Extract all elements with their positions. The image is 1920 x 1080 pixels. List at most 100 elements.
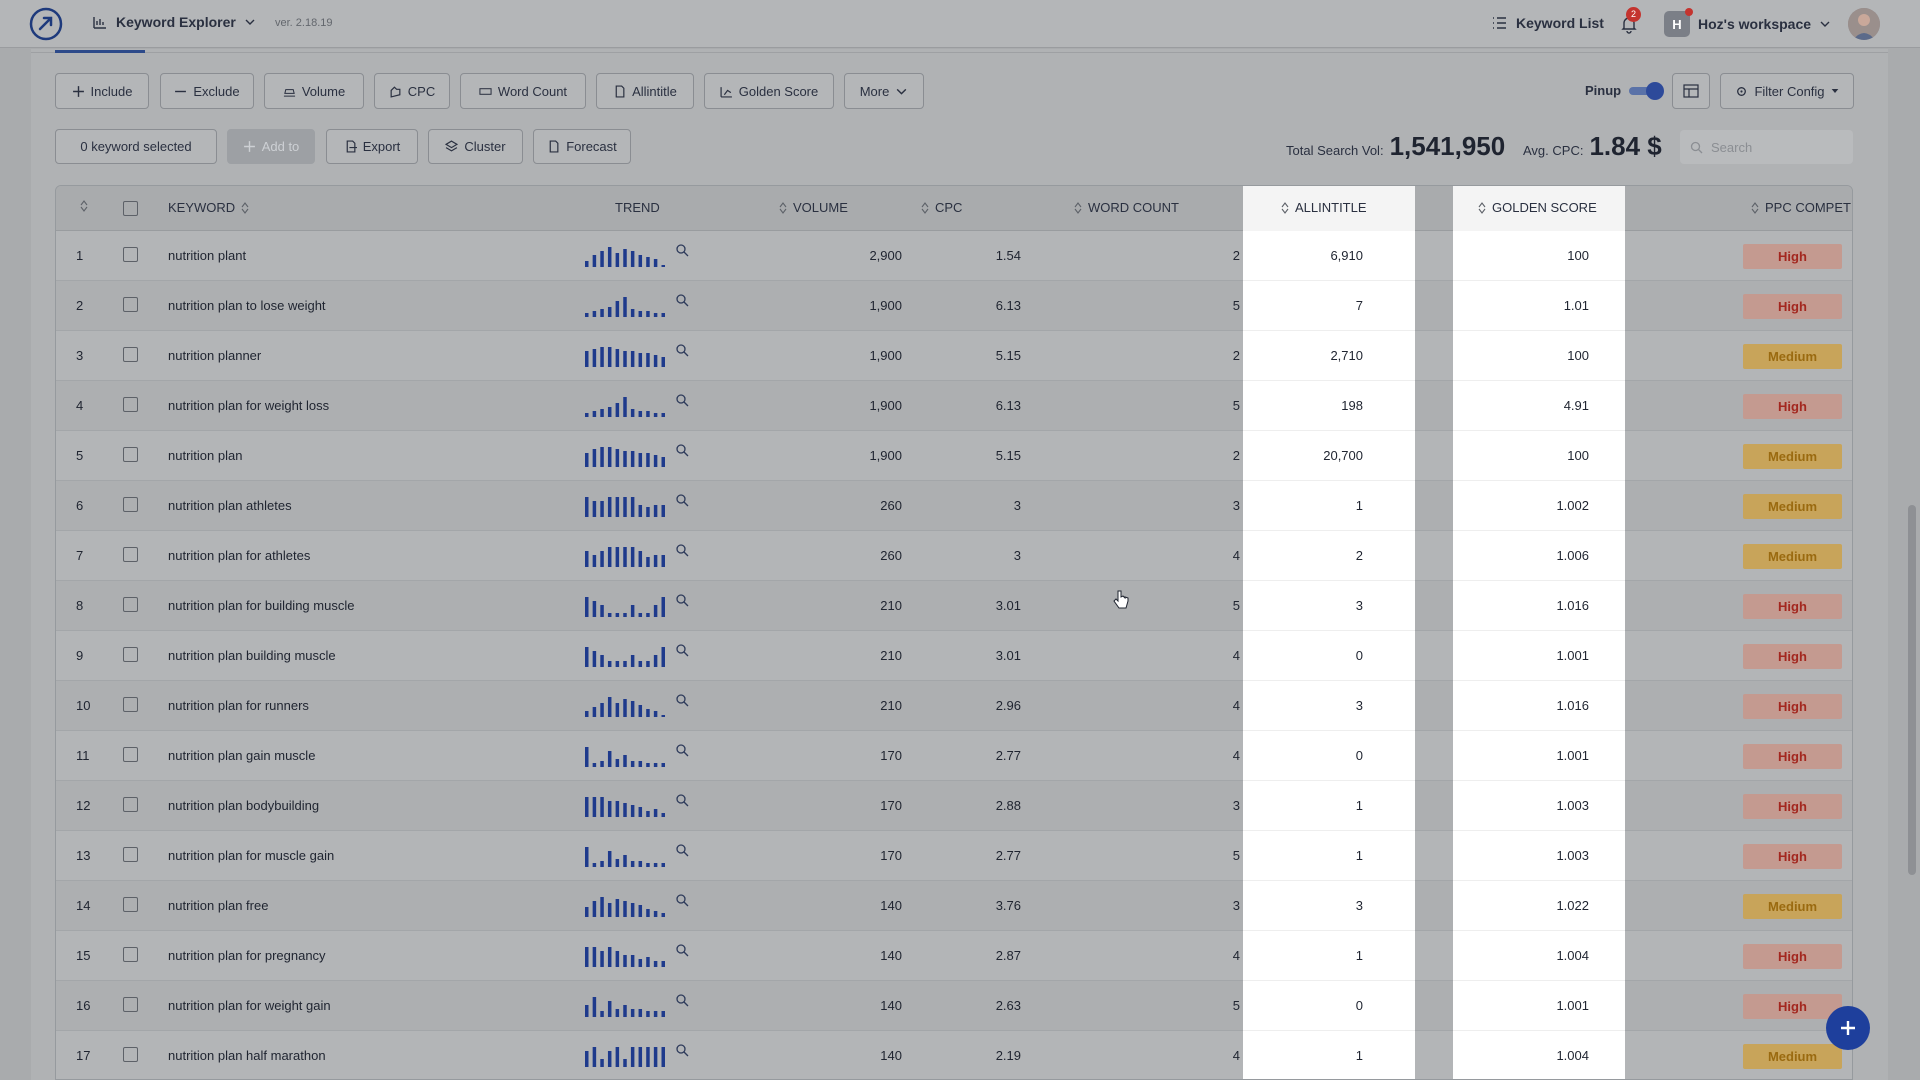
search-icon[interactable] — [675, 993, 689, 1007]
total-search-vol-label: Total Search Vol: — [1286, 143, 1384, 158]
search-icon[interactable] — [675, 643, 689, 657]
row-checkbox[interactable] — [123, 747, 138, 762]
keyword-list-link[interactable]: Keyword List — [1492, 15, 1604, 31]
column-header-golden-score[interactable]: GOLDEN SCORE — [1478, 200, 1597, 215]
row-checkbox[interactable] — [123, 697, 138, 712]
search-icon[interactable] — [675, 393, 689, 407]
keyword-cell[interactable]: nutrition plan gain muscle — [168, 748, 316, 763]
row-checkbox[interactable] — [123, 847, 138, 862]
forecast-button[interactable]: Forecast — [533, 129, 631, 164]
select-all-checkbox[interactable] — [123, 201, 138, 216]
cpc-filter-button[interactable]: CPC — [374, 73, 450, 109]
column-layout-button[interactable] — [1672, 73, 1710, 109]
keyword-cell[interactable]: nutrition plan for muscle gain — [168, 848, 335, 863]
row-checkbox[interactable] — [123, 547, 138, 562]
row-checkbox[interactable] — [123, 797, 138, 812]
column-header-word-count[interactable]: WORD COUNT — [1074, 200, 1179, 215]
row-divider — [1453, 580, 1625, 581]
export-button[interactable]: Export — [326, 129, 418, 164]
search-icon[interactable] — [675, 943, 689, 957]
row-number: 8 — [76, 598, 84, 613]
scrollbar-thumb[interactable] — [1908, 505, 1916, 875]
keyword-cell[interactable]: nutrition plan for weight loss — [168, 398, 330, 413]
search-icon[interactable] — [675, 793, 689, 807]
search-icon[interactable] — [675, 593, 689, 607]
volume-filter-button[interactable]: Volume — [264, 73, 364, 109]
sort-all-icon[interactable] — [80, 200, 88, 212]
column-header-ppc-competition[interactable]: PPC COMPETITION — [1751, 200, 1852, 215]
search-icon[interactable] — [675, 293, 689, 307]
search-icon[interactable] — [675, 843, 689, 857]
golden-score-filter-button[interactable]: Golden Score — [704, 73, 834, 109]
keyword-cell[interactable]: nutrition plan for pregnancy — [168, 948, 326, 963]
column-header-keyword[interactable]: KEYWORD — [168, 200, 249, 215]
row-checkbox[interactable] — [123, 347, 138, 362]
add-fab-button[interactable] — [1826, 1006, 1870, 1050]
trend-sparkline — [585, 697, 665, 717]
trend-bar — [661, 1047, 665, 1067]
add-to-button[interactable]: Add to — [227, 129, 315, 164]
workspace-switcher[interactable]: H Hoz's workspace — [1664, 8, 1831, 37]
keyword-cell[interactable]: nutrition plant — [168, 248, 247, 263]
keyword-cell[interactable]: nutrition plan athletes — [168, 498, 292, 513]
cluster-button[interactable]: Cluster — [428, 129, 523, 164]
logo-icon[interactable] — [29, 7, 63, 41]
row-checkbox[interactable] — [123, 1047, 138, 1062]
exclude-filter-button[interactable]: Exclude — [160, 73, 254, 109]
row-checkbox[interactable] — [123, 947, 138, 962]
trend-bar — [630, 605, 635, 617]
word-count-cell: 4 — [1232, 648, 1240, 663]
column-header-cpc[interactable]: CPC — [921, 200, 962, 215]
row-checkbox[interactable] — [123, 247, 138, 262]
search-input[interactable]: Search — [1680, 130, 1853, 164]
average-cpc: Avg. CPC: 1.84 $ — [1523, 131, 1662, 162]
search-icon[interactable] — [675, 243, 689, 257]
keyword-cell[interactable]: nutrition plan for runners — [168, 698, 309, 713]
column-header-allintitle[interactable]: ALLINTITLE — [1281, 200, 1367, 215]
word-count-filter-button[interactable]: Word Count — [460, 73, 586, 109]
allintitle-cell: 1 — [1355, 498, 1363, 513]
user-avatar[interactable] — [1848, 8, 1880, 40]
keyword-cell[interactable]: nutrition plan building muscle — [168, 648, 336, 663]
row-checkbox[interactable] — [123, 497, 138, 512]
search-icon[interactable] — [675, 1043, 689, 1057]
search-icon[interactable] — [675, 343, 689, 357]
keyword-cell[interactable]: nutrition plan — [168, 448, 243, 463]
toggle-knob — [1646, 82, 1664, 100]
row-checkbox[interactable] — [123, 997, 138, 1012]
app-switcher[interactable]: Keyword Explorer — [92, 14, 256, 30]
more-filters-button[interactable]: More — [844, 73, 924, 109]
row-checkbox[interactable] — [123, 647, 138, 662]
column-header-volume[interactable]: VOLUME — [779, 200, 848, 215]
keyword-cell[interactable]: nutrition plan for weight gain — [168, 998, 331, 1013]
keyword-cell[interactable]: nutrition plan for building muscle — [168, 598, 355, 613]
row-checkbox[interactable] — [123, 897, 138, 912]
search-icon[interactable] — [675, 893, 689, 907]
keyword-cell[interactable]: nutrition planner — [168, 348, 262, 363]
trend-sparkline — [585, 297, 665, 317]
search-icon[interactable] — [675, 743, 689, 757]
row-checkbox[interactable] — [123, 397, 138, 412]
cpc-cell: 3 — [1013, 498, 1021, 513]
row-checkbox[interactable] — [123, 297, 138, 312]
trend-bar — [653, 711, 658, 717]
cpc-cell: 3.01 — [995, 598, 1021, 613]
filter-config-button[interactable]: Filter Config — [1720, 73, 1854, 109]
keyword-cell[interactable]: nutrition plan for athletes — [168, 548, 311, 563]
search-icon[interactable] — [675, 443, 689, 457]
ppc-competition-badge: High — [1743, 994, 1842, 1019]
allintitle-filter-button[interactable]: Allintitle — [596, 73, 694, 109]
keyword-cell[interactable]: nutrition plan bodybuilding — [168, 798, 320, 813]
keyword-cell[interactable]: nutrition plan half marathon — [168, 1048, 326, 1063]
row-checkbox[interactable] — [123, 447, 138, 462]
row-number: 16 — [76, 998, 91, 1013]
pinup-toggle[interactable] — [1629, 82, 1664, 100]
search-icon[interactable] — [675, 693, 689, 707]
trend-bar — [646, 863, 650, 867]
keyword-cell[interactable]: nutrition plan to lose weight — [168, 298, 326, 313]
search-icon[interactable] — [675, 493, 689, 507]
search-icon[interactable] — [675, 543, 689, 557]
include-filter-button[interactable]: Include — [55, 73, 149, 109]
row-checkbox[interactable] — [123, 597, 138, 612]
keyword-cell[interactable]: nutrition plan free — [168, 898, 269, 913]
